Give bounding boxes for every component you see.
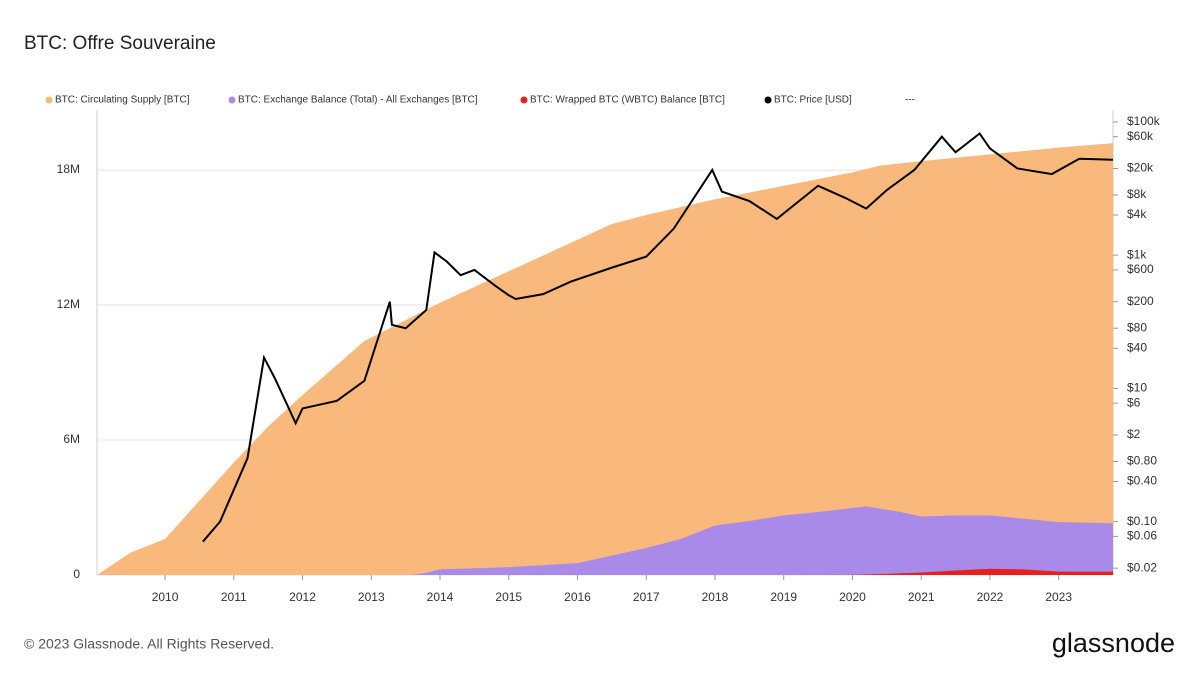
y2-tick-label: $200 [1127,294,1154,308]
x-tick-label: 2019 [770,590,797,604]
price-line [202,132,1114,543]
y2-tick-label: $0.02 [1127,560,1157,574]
x-tick-label: 2022 [977,590,1004,604]
x-tick-label: 2016 [564,590,591,604]
legend-label: BTC: Exchange Balance (Total) - All Exch… [238,95,478,106]
legend-label: BTC: Circulating Supply [BTC] [55,95,190,106]
y2-tick-label: $40 [1127,340,1147,354]
y2-tick-label: $100k [1127,114,1161,128]
y2-tick-label: $10 [1127,381,1147,395]
y2-tick-label: $0.10 [1127,514,1157,528]
y2-tick-label: $0.40 [1127,474,1157,488]
x-tick-label: 2014 [427,590,454,604]
y2-tick-label: $2 [1127,427,1141,441]
y2-tick-label: $80 [1127,320,1147,334]
y2-tick-label: $8k [1127,187,1147,201]
x-tick-label: 2011 [221,590,247,604]
legend-label: BTC: Wrapped BTC (WBTC) Balance [BTC] [530,95,725,106]
legend-marker [45,96,53,104]
y2-tick-label: $6 [1127,395,1141,409]
chart-title: BTC: Offre Souveraine [24,33,216,54]
brand: glassnode [1052,628,1175,658]
area [97,143,1113,575]
y2-tick-label: $0.06 [1127,529,1157,543]
footer: © 2023 Glassnode. All Rights Reserved. [24,636,274,652]
legend-extra: --- [905,95,915,106]
x-tick-label: 2015 [495,590,522,604]
y2-tick-label: $20k [1127,161,1154,175]
x-tick-label: 2013 [358,590,385,604]
y-tick-label: 0 [73,567,80,581]
legend-marker [228,96,236,104]
y2-tick-label: $1k [1127,247,1147,261]
y2-tick-label: $600 [1127,262,1154,276]
y-tick-label: 12M [57,297,80,311]
y2-tick-label: $4k [1127,207,1147,221]
x-tick-label: 2017 [633,590,660,604]
y-tick-label: 18M [57,162,80,176]
y-tick-label: 6M [63,432,80,446]
legend-marker [520,96,528,104]
area [783,568,1113,575]
x-tick-label: 2010 [152,590,179,604]
x-tick-label: 2020 [839,590,866,604]
x-tick-label: 2012 [289,590,316,604]
legend-label: BTC: Price [USD] [774,95,852,106]
y2-tick-label: $0.80 [1127,454,1157,468]
legend-marker [764,96,772,104]
x-tick-label: 2018 [702,590,729,604]
x-tick-label: 2023 [1045,590,1072,604]
x-tick-label: 2021 [908,590,935,604]
y2-tick-label: $60k [1127,129,1154,143]
area [412,506,1113,575]
